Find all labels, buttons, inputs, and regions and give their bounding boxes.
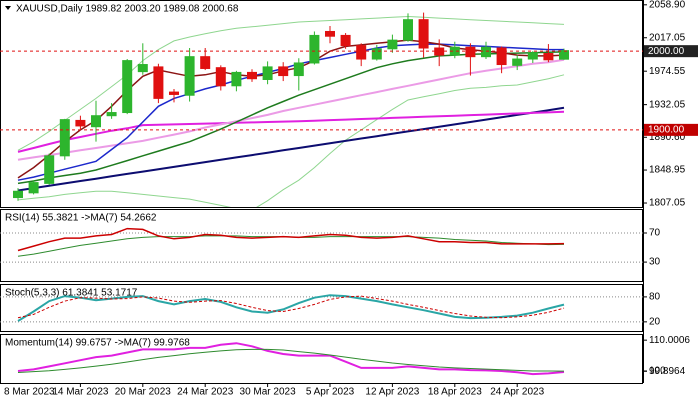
x-tick-label: 12 Apr 2023 [365,387,419,398]
indicator-line [17,15,565,151]
x-tick-label: 8 Mar 2023 [4,387,55,398]
indicator-line [17,58,565,161]
candle-body [247,71,257,80]
indicator-line [17,110,565,153]
x-tick-label: 5 Apr 2023 [306,387,355,398]
candle-body [231,71,242,87]
candle-body [44,155,55,184]
candle-body [28,182,39,194]
y-tick-label: 30 [649,257,661,268]
indicator-line [17,348,565,373]
indicator-line [17,342,565,376]
indicator-line [17,106,565,192]
candle-body [262,66,273,80]
plot-area [13,12,569,207]
candle-body [122,60,133,114]
y-tick-label: 100 [649,366,666,377]
panel-frame [0,0,643,208]
level-label: 1900.00 [648,125,685,136]
candle-body [496,47,507,66]
candle-body [371,48,382,60]
candle-body [512,58,523,66]
y-tick-label: 20 [649,316,661,327]
candle-body [418,19,429,49]
candle-body [559,50,569,60]
level-label: 2000.00 [648,46,685,57]
x-tick-label: 14 Mar 2023 [52,387,109,398]
candle-body [13,190,23,199]
plot-area [17,227,565,257]
y-tick-label: 1848.95 [649,165,686,176]
candle-body [215,67,226,87]
candle-body [356,45,367,60]
symbol-icon [5,6,11,10]
x-tick-label: 24 Mar 2023 [177,387,234,398]
plot-area [17,294,565,322]
x-tick-label: 20 Mar 2023 [115,387,172,398]
candle-body [59,119,70,157]
level-label-box [644,123,698,136]
indicator-line [17,227,565,252]
y-tick-label: 1890.60 [649,132,686,143]
panel-frame [0,209,643,282]
y-tick-label: 2017.05 [649,32,686,43]
x-tick-label: 30 Mar 2023 [240,387,297,398]
candle-body [481,46,491,58]
candle-body [340,34,351,47]
panel-title: XAUUSD,Daily 1989.82 2003.20 1989.08 200… [16,4,239,15]
y-tick-label: 1974.55 [649,66,686,77]
candle-body [387,39,398,50]
panel-frame [0,334,643,384]
panel-title: RSI(14) 55.3821 ->MA(7) 54.2662 [5,213,157,224]
candle-body [309,34,320,64]
candle-body [184,56,195,96]
x-tick-label: 24 Apr 2023 [490,387,544,398]
plot-area [17,342,565,376]
indicator-line [17,294,565,322]
candle-body [543,53,554,61]
candle-body [75,119,86,127]
indicator-line [17,74,565,207]
y-tick-label: 99.8964 [649,366,686,377]
candle-body [293,62,304,77]
y-tick-label: 1807.05 [649,198,686,209]
panel-frame [0,284,643,332]
level-label-box [644,45,698,58]
indicator-line [17,43,564,181]
candle-body [325,30,335,37]
candle-body [278,66,289,77]
candle-body [106,112,117,117]
candle-body [465,46,476,58]
candle-body [91,115,101,128]
candle-body [527,52,538,60]
candle-body [403,19,413,41]
candle-body [153,66,164,99]
y-tick-label: 110.0006 [649,335,690,346]
y-tick-label: 2058.90 [649,0,686,10]
x-tick-label: 18 Apr 2023 [428,387,482,398]
candle-body [200,56,211,69]
y-tick-label: 80 [649,292,661,303]
panel-title: Momentum(14) 99.6757 ->MA(7) 99.9768 [5,338,190,349]
y-tick-label: 1932.05 [649,99,686,110]
candle-body [137,64,148,73]
candle-body [169,91,179,95]
y-tick-label: 70 [649,228,661,239]
panel-title: Stoch(5,3,3) 61.3841 53.1717 [5,288,138,299]
